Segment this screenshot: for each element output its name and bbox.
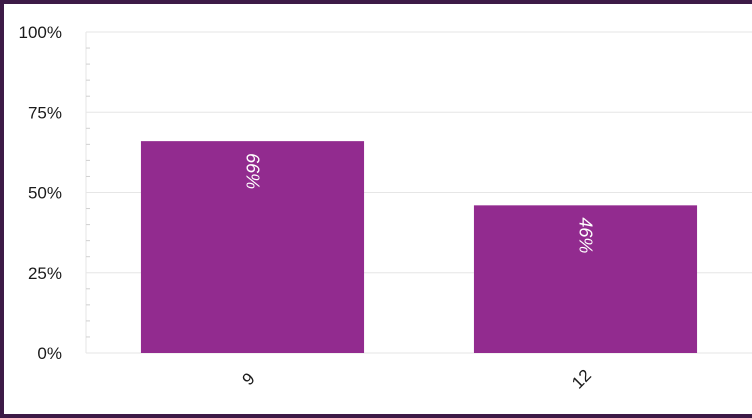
bar-12 — [473, 205, 698, 353]
y-tick-label: 50% — [28, 184, 62, 203]
data-label-12: 46% — [576, 217, 596, 253]
x-tick-label-9: 9 — [239, 369, 259, 389]
y-tick-label: 75% — [28, 103, 62, 122]
bar-9 — [140, 141, 365, 353]
y-minor-ticks — [86, 47, 90, 338]
y-tick-label: 0% — [37, 344, 62, 363]
bar-data-labels: 66% 46% — [243, 153, 596, 253]
y-tick-label: 100% — [19, 23, 62, 42]
y-tick-label: 25% — [28, 264, 62, 283]
bars — [140, 141, 698, 353]
data-label-9: 66% — [243, 153, 263, 189]
y-axis-tick-labels: 0% 25% 50% 75% 100% — [19, 23, 62, 363]
x-tick-label-12: 12 — [568, 366, 595, 393]
x-axis-tick-labels: 9 12 — [239, 366, 595, 393]
